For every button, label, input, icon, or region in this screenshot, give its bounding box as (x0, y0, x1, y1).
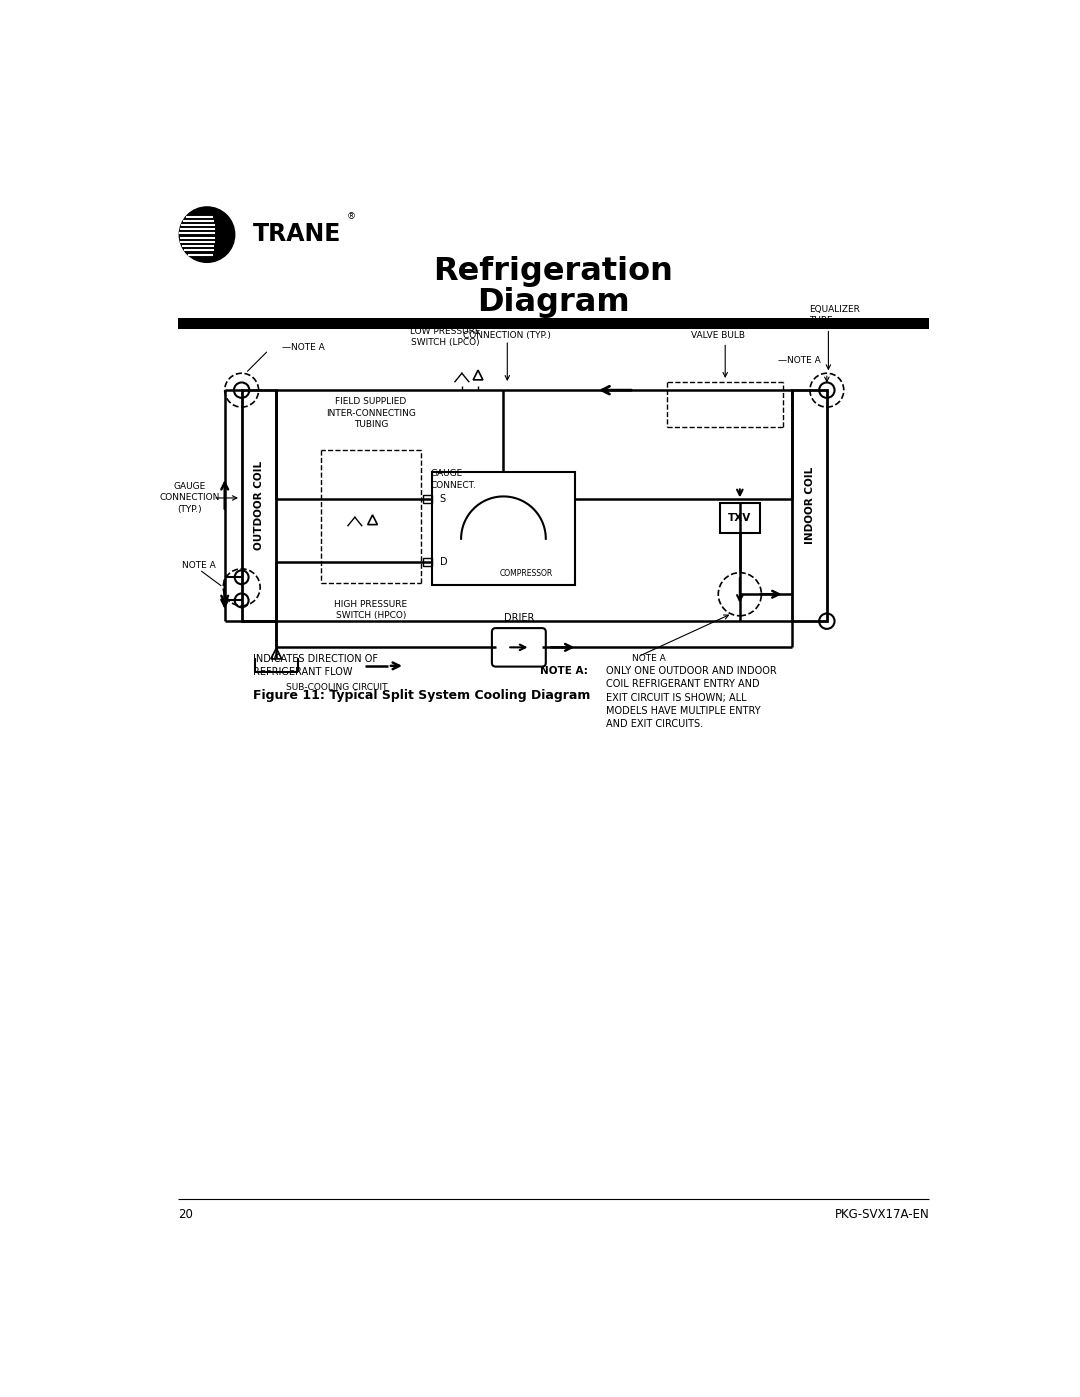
Bar (178, 317, 929, 328)
Text: NOTE A: NOTE A (183, 562, 216, 570)
Text: COMPRESSOR: COMPRESSOR (500, 569, 553, 578)
Text: NOTE A: NOTE A (632, 654, 665, 664)
Text: ONLY ONE OUTDOOR AND INDOOR
COIL REFRIGERANT ENTRY AND
EXIT CIRCUIT IS SHOWN; AL: ONLY ONE OUTDOOR AND INDOOR COIL REFRIGE… (606, 666, 777, 729)
Text: GAUGE
CONNECT.: GAUGE CONNECT. (430, 469, 476, 489)
Text: EXPANSION
VALVE BULB: EXPANSION VALVE BULB (690, 320, 744, 339)
Text: Figure 11: Typical Split System Cooling Diagram: Figure 11: Typical Split System Cooling … (253, 689, 591, 701)
Bar (423, 495, 432, 503)
Text: S: S (440, 493, 446, 504)
Text: ®: ® (347, 212, 356, 221)
Text: D: D (440, 557, 447, 567)
Text: —NOTE A: —NOTE A (282, 342, 324, 352)
Bar (423, 557, 432, 566)
Text: FIELD SUPPLIED
INTER-CONNECTING
TUBING: FIELD SUPPLIED INTER-CONNECTING TUBING (326, 398, 416, 429)
Text: PKG-SVX17A-EN: PKG-SVX17A-EN (835, 1207, 929, 1221)
Text: OUTDOOR COIL: OUTDOOR COIL (254, 461, 264, 550)
Text: HIGH PRESSURE
SWITCH (HPCO): HIGH PRESSURE SWITCH (HPCO) (335, 599, 407, 620)
Circle shape (179, 207, 234, 263)
Bar (719, 503, 760, 532)
Text: GAUGE
CONNECTION (TYP.): GAUGE CONNECTION (TYP.) (463, 320, 551, 339)
Text: Diagram: Diagram (477, 286, 630, 319)
Bar (432, 472, 575, 585)
Text: EQUALIZER
TUBE: EQUALIZER TUBE (809, 305, 860, 324)
Text: GAUGE
CONNECTION
(TYP.): GAUGE CONNECTION (TYP.) (160, 482, 220, 514)
Text: TRANE: TRANE (253, 222, 341, 246)
Bar (242, 390, 276, 622)
Text: —NOTE A: —NOTE A (779, 356, 821, 366)
Text: 20: 20 (178, 1207, 192, 1221)
Text: INDICATES DIRECTION OF
REFRIGERANT FLOW: INDICATES DIRECTION OF REFRIGERANT FLOW (253, 654, 378, 678)
Text: NOTE A:: NOTE A: (540, 666, 588, 676)
Text: LOW PRESSURE
SWITCH (LPCO): LOW PRESSURE SWITCH (LPCO) (410, 327, 481, 346)
Text: INDOOR COIL: INDOOR COIL (805, 467, 814, 545)
Bar (793, 390, 827, 622)
Text: DRIER: DRIER (503, 613, 534, 623)
Text: SUB-COOLING CIRCUIT: SUB-COOLING CIRCUIT (285, 683, 387, 692)
Text: TXV: TXV (728, 513, 752, 522)
Text: Refrigeration: Refrigeration (433, 256, 674, 288)
